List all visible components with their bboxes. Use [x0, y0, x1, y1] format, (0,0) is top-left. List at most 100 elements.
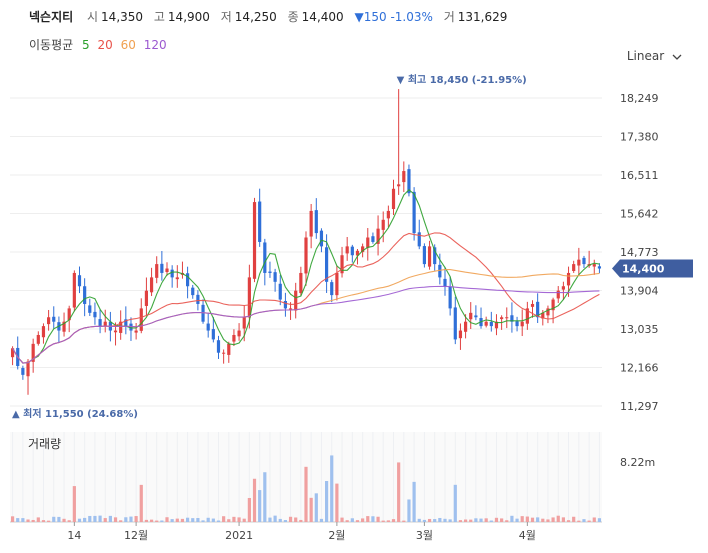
- candle-body: [77, 275, 82, 287]
- volume-bar: [391, 519, 396, 522]
- candle-body: [438, 264, 442, 278]
- candle-body: [510, 315, 514, 322]
- candle-body: [505, 317, 509, 319]
- candle-body: [88, 305, 92, 313]
- volume-bar: [386, 520, 390, 522]
- volume-bar: [268, 517, 272, 522]
- candle-body: [201, 304, 205, 322]
- candle-body: [530, 303, 535, 307]
- volume-bar: [469, 519, 473, 522]
- volume-bar: [551, 517, 555, 522]
- volume-bar: [314, 493, 318, 522]
- candle-body: [252, 202, 257, 279]
- current-price-tag: [612, 259, 693, 278]
- volume-bar: [505, 520, 509, 522]
- candle-body: [139, 308, 143, 331]
- volume-bar: [186, 517, 190, 522]
- moving-average-legend[interactable]: 이동평균 5 20 60 120: [29, 36, 171, 53]
- volume-bar: [597, 518, 602, 522]
- candle-body: [119, 321, 123, 333]
- candle-body: [247, 277, 251, 318]
- price-tick-label: 11,297: [620, 400, 659, 413]
- date-tick-label: 14: [67, 529, 81, 542]
- candle-body: [566, 272, 571, 286]
- volume-bar: [10, 516, 15, 522]
- candle-body: [520, 321, 524, 327]
- close-label: 종: [287, 10, 299, 24]
- candle-body: [335, 272, 339, 296]
- candle-body: [98, 319, 102, 327]
- volume-bar: [129, 516, 133, 522]
- candle-body: [407, 169, 411, 194]
- high-marker-label: ▼ 최고 18,450 (-21.95%): [397, 73, 527, 86]
- volume-bar: [72, 486, 76, 522]
- candle-body: [67, 308, 71, 321]
- candle-body: [458, 330, 463, 339]
- candle-body: [345, 246, 349, 254]
- volume-bar: [77, 518, 82, 522]
- volume-bar: [113, 517, 118, 522]
- price-tick-label: 12,166: [620, 362, 659, 375]
- candle-body: [484, 321, 488, 326]
- ma-period-20: 20: [97, 38, 113, 52]
- candle-body: [427, 246, 432, 267]
- volume-bar: [222, 516, 226, 522]
- volume-bar: [47, 520, 51, 522]
- volume-bar: [479, 518, 483, 522]
- volume-bar: [206, 517, 210, 522]
- candle-body: [381, 219, 385, 230]
- candle-body: [268, 271, 272, 273]
- ma-120-line: [12, 285, 600, 364]
- volume-bar: [422, 519, 426, 522]
- candle-body: [36, 334, 40, 344]
- low-value: 14,250: [234, 10, 277, 24]
- volume-bar: [134, 516, 138, 522]
- volume-bar: [324, 481, 329, 522]
- volume-bar: [381, 520, 385, 522]
- date-tick-label: 2월: [328, 529, 345, 542]
- volume-bar: [484, 518, 488, 522]
- price-tick-label: 16,511: [620, 169, 659, 182]
- candle-body: [433, 247, 437, 265]
- candle-body: [304, 237, 308, 274]
- volume-bar: [525, 516, 529, 522]
- date-tick-label: 12월: [124, 529, 148, 542]
- volume-bar: [124, 517, 128, 522]
- volume-bar: [510, 515, 514, 522]
- price-tick-label: 18,249: [620, 92, 659, 105]
- price-tick-label: 14,773: [620, 246, 659, 259]
- volume-bar: [294, 517, 298, 522]
- volume-bar: [376, 516, 380, 522]
- volume-bar: [443, 518, 447, 522]
- candle-body: [186, 273, 190, 287]
- volume-bar: [196, 518, 200, 522]
- volume-bar: [263, 472, 267, 522]
- candle-body: [412, 191, 416, 234]
- volume-bar: [211, 518, 215, 522]
- volume-max-label: 8.22m: [620, 456, 655, 469]
- volume-bar: [139, 484, 143, 522]
- volume-bar: [520, 516, 524, 522]
- volume-bar: [458, 520, 463, 522]
- volume-bar: [237, 517, 241, 522]
- volume-bar: [304, 466, 308, 522]
- candle-body: [93, 311, 97, 318]
- volume-bar: [407, 499, 411, 522]
- volume-bar: [160, 520, 164, 522]
- candle-body: [402, 171, 406, 183]
- volume-bar: [149, 519, 154, 522]
- candle-body: [144, 290, 149, 306]
- volume-bar: [67, 520, 71, 522]
- candle-body: [417, 232, 421, 247]
- volume-bar: [433, 519, 437, 522]
- candle-body: [376, 228, 380, 244]
- ma-label: 이동평균: [29, 38, 74, 52]
- volume-bar: [355, 520, 360, 522]
- candle-body: [165, 268, 169, 273]
- scale-toggle[interactable]: Linear: [627, 49, 682, 63]
- candle-body: [361, 246, 365, 253]
- candle-body: [556, 290, 560, 299]
- scale-label: Linear: [626, 49, 665, 63]
- candle-body: [340, 255, 344, 274]
